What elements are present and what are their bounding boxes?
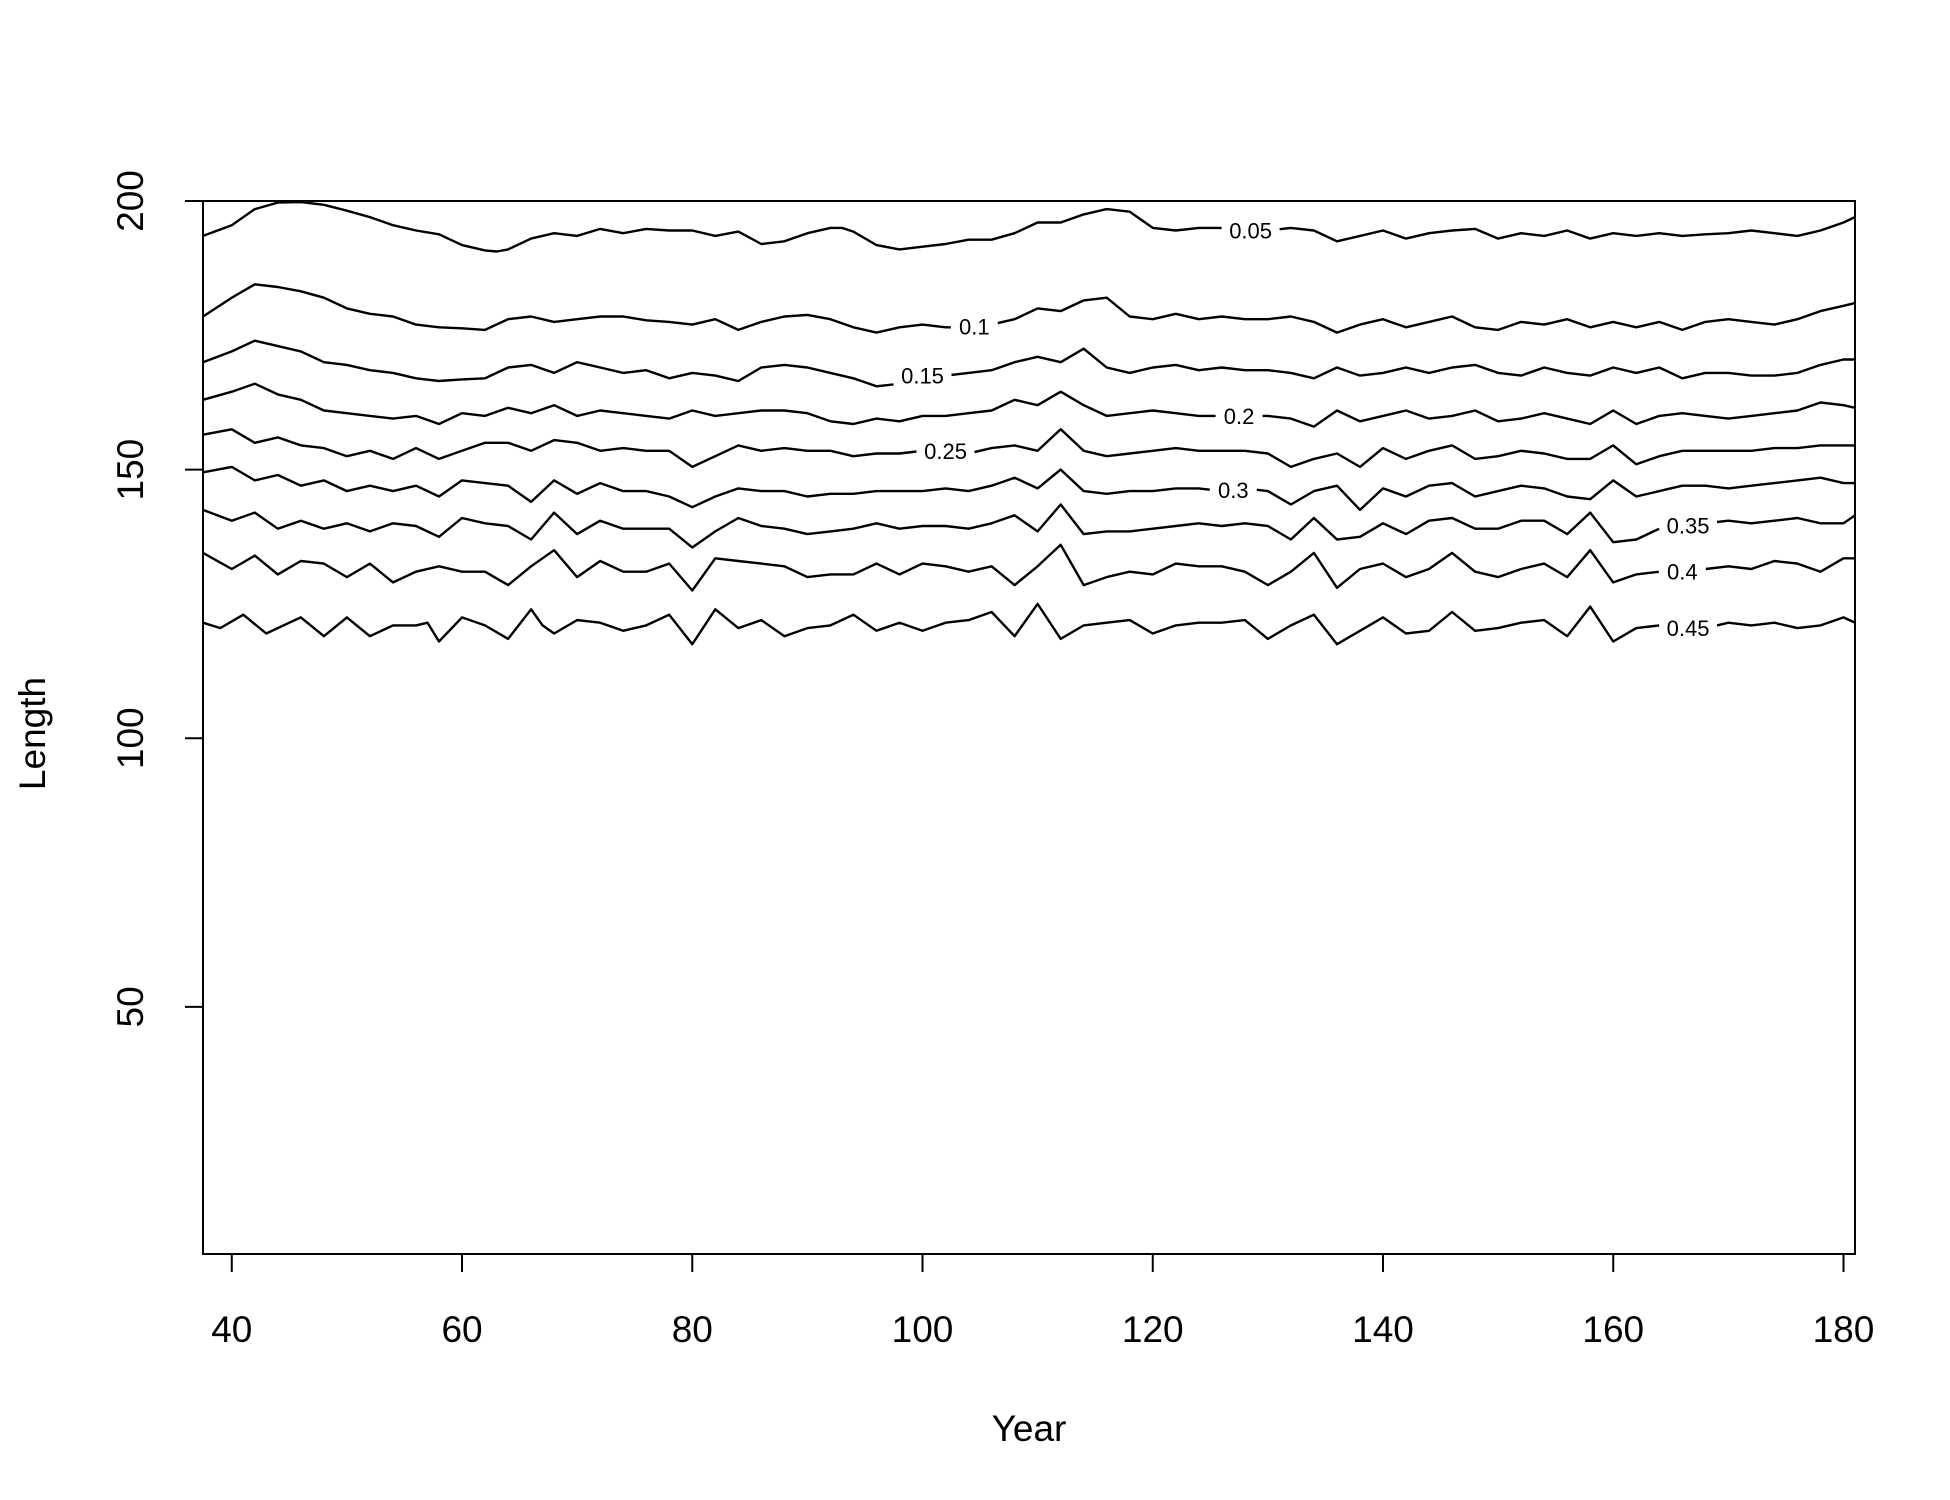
x-tick-label: 180 — [1813, 1309, 1875, 1350]
contour-line — [202, 503, 1660, 549]
contour-line — [1279, 216, 1856, 243]
x-axis: 40 60 80 100 120 140 160 180 — [211, 1253, 1875, 1350]
contour-label: 0.05 — [1229, 219, 1272, 244]
contour-label: 0.2 — [1224, 404, 1255, 429]
contour-label: 0.1 — [959, 315, 990, 340]
contour-label: 0.35 — [1667, 513, 1710, 538]
contour-line — [974, 428, 1855, 469]
contour-line — [997, 296, 1856, 334]
contour-line — [202, 382, 1216, 426]
x-tick-label: 80 — [672, 1309, 713, 1350]
x-tick-label: 100 — [892, 1309, 954, 1350]
contour-label: 0.3 — [1218, 478, 1249, 503]
contour-label: 0.25 — [924, 439, 967, 464]
y-tick-label: 150 — [110, 439, 151, 501]
contour-label: 0.45 — [1667, 616, 1710, 641]
y-axis: 50 100 150 200 — [110, 170, 204, 1027]
y-tick-label: 200 — [110, 170, 151, 232]
contour-line — [1256, 476, 1855, 512]
x-tick-label: 160 — [1582, 1309, 1644, 1350]
x-tick-label: 120 — [1122, 1309, 1184, 1350]
contour-labels: 0.05 0.1 0.15 0.2 0.25 0.3 0.35 0.4 0.45 — [901, 219, 1709, 642]
x-tick-label: 60 — [441, 1309, 482, 1350]
contour-line — [202, 339, 894, 388]
contour-line — [202, 428, 917, 469]
contour-line — [202, 200, 1222, 253]
contour-line — [1705, 557, 1855, 573]
y-tick-label: 50 — [110, 986, 151, 1027]
x-axis-title: Year — [992, 1408, 1067, 1449]
y-tick-label: 100 — [110, 707, 151, 769]
x-tick-label: 40 — [211, 1309, 252, 1350]
contour-label: 0.4 — [1667, 560, 1698, 585]
x-tick-label: 140 — [1352, 1309, 1414, 1350]
contour-line — [1716, 616, 1856, 630]
contour-line — [202, 602, 1660, 646]
y-axis-title: Length — [12, 677, 53, 790]
contour-label: 0.15 — [901, 364, 944, 389]
contour-line — [202, 283, 951, 334]
contour-line — [202, 465, 1210, 509]
contour-line — [951, 347, 1855, 380]
contour-line — [1716, 514, 1856, 525]
contour-line — [202, 543, 1659, 592]
contour-line — [1262, 401, 1856, 428]
contour-lines — [202, 200, 1856, 646]
